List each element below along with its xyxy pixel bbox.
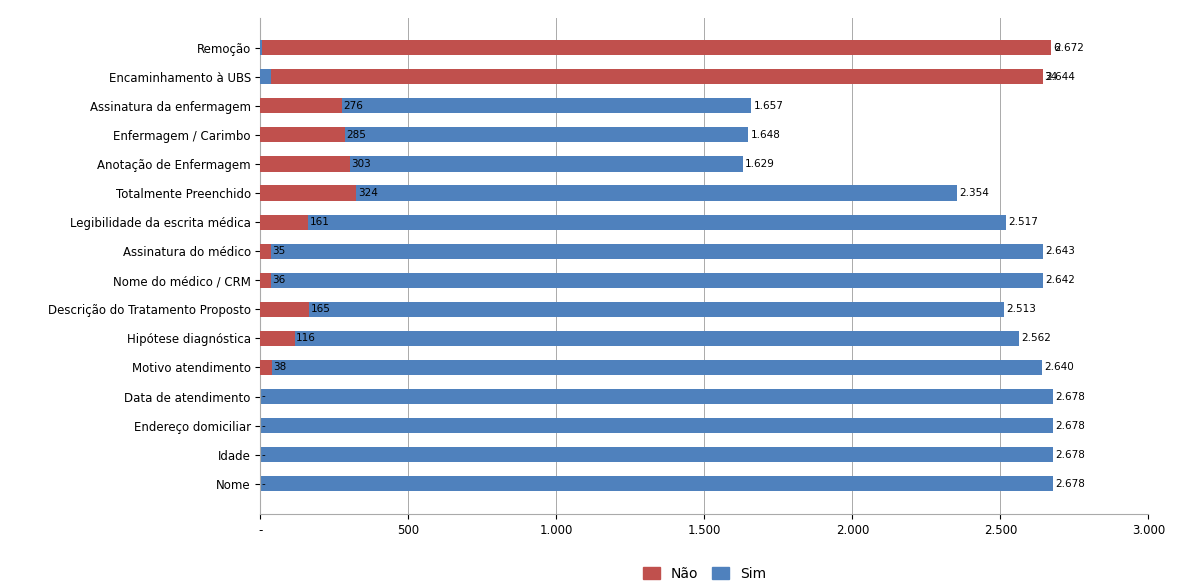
Bar <box>260 418 1054 433</box>
Text: 1.657: 1.657 <box>753 101 783 111</box>
Text: 2.354: 2.354 <box>959 188 990 198</box>
Text: -: - <box>262 450 265 460</box>
Bar <box>260 244 271 259</box>
Text: 1.648: 1.648 <box>751 130 780 140</box>
Text: 2.642: 2.642 <box>1045 275 1075 285</box>
Text: -: - <box>262 479 265 489</box>
Bar <box>260 447 1054 463</box>
Text: 2.678: 2.678 <box>1056 479 1086 489</box>
Bar <box>260 476 1054 491</box>
Bar <box>260 157 742 172</box>
Bar <box>260 69 1043 84</box>
Text: 324: 324 <box>358 188 378 198</box>
Text: 2.644: 2.644 <box>1045 72 1075 82</box>
Text: 276: 276 <box>343 101 363 111</box>
Text: 303: 303 <box>352 159 372 169</box>
Text: 2.678: 2.678 <box>1056 450 1086 460</box>
Bar <box>260 40 263 55</box>
Bar <box>260 302 1004 317</box>
Text: 2.640: 2.640 <box>1044 363 1074 373</box>
Bar <box>260 40 1051 55</box>
Text: 34: 34 <box>1044 72 1057 82</box>
Bar <box>260 69 271 84</box>
Text: 2.562: 2.562 <box>1021 333 1051 343</box>
Text: 285: 285 <box>347 130 366 140</box>
Bar <box>260 302 309 317</box>
Bar <box>260 157 350 172</box>
Text: 6: 6 <box>1053 43 1060 53</box>
Text: 2.643: 2.643 <box>1045 246 1075 256</box>
Bar <box>260 360 272 375</box>
Bar <box>260 389 1054 404</box>
Text: -: - <box>262 391 265 402</box>
Bar <box>260 360 1042 375</box>
Bar <box>260 186 356 200</box>
Bar <box>260 186 958 200</box>
Bar <box>260 127 345 142</box>
Text: 2.678: 2.678 <box>1056 391 1086 402</box>
Bar <box>260 273 1042 288</box>
Bar <box>260 244 1043 259</box>
Text: 2.672: 2.672 <box>1054 43 1083 53</box>
Text: 2.517: 2.517 <box>1008 217 1037 227</box>
Text: 161: 161 <box>310 217 329 227</box>
Text: 165: 165 <box>310 304 330 314</box>
Text: -: - <box>262 420 265 430</box>
Bar <box>260 127 748 142</box>
Text: 116: 116 <box>296 333 316 343</box>
Bar <box>260 214 1005 230</box>
Text: 38: 38 <box>274 363 287 373</box>
Bar <box>260 214 308 230</box>
Text: 35: 35 <box>272 246 285 256</box>
Text: 2.513: 2.513 <box>1006 304 1036 314</box>
Bar <box>260 98 751 113</box>
Bar <box>260 273 271 288</box>
Text: 36: 36 <box>272 275 285 285</box>
Legend: Não, Sim: Não, Sim <box>637 561 772 584</box>
Bar <box>260 98 342 113</box>
Bar <box>260 331 295 346</box>
Text: 2.678: 2.678 <box>1056 420 1086 430</box>
Text: 1.629: 1.629 <box>745 159 774 169</box>
Bar <box>260 331 1018 346</box>
